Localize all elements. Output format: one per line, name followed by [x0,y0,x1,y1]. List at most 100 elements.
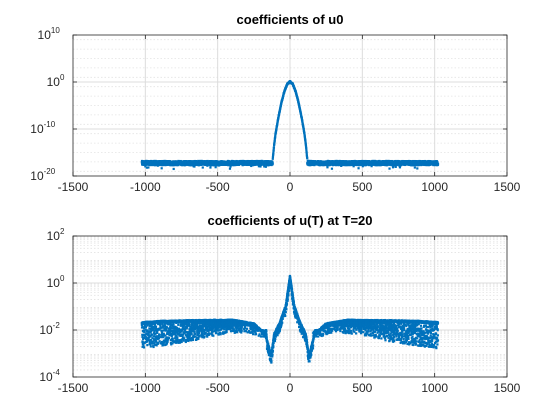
data-point [179,329,182,332]
data-point [264,165,267,168]
data-point [199,328,202,331]
data-point [222,325,225,328]
data-point [281,96,285,99]
data-point [213,329,216,333]
chart-1: coefficients of u0 -1500 -1000 -500 0 500 100… [30,12,520,194]
data-point [305,150,308,153]
data-point [142,326,145,330]
data-point [172,323,175,326]
data-point [144,326,148,329]
data-point [165,322,168,325]
data-point [230,329,233,333]
data-point [359,163,362,167]
data-point [244,330,248,333]
data-point [150,327,153,330]
data-point [228,167,232,170]
data-point [176,338,179,342]
data-point [193,165,196,168]
data-point [305,151,308,154]
data-point [172,330,175,333]
data-point [297,99,300,102]
data-point [182,324,186,327]
data-point [197,328,200,331]
data-point [201,332,204,335]
data-point [211,327,214,331]
data-point [175,341,178,344]
data-point [221,322,224,325]
data-point [175,321,178,324]
data-point [164,334,167,337]
data-point [144,324,147,327]
data-point [231,325,234,328]
data-point [229,325,233,328]
data-point [162,329,165,332]
data-point [304,141,307,145]
data-point [370,165,373,168]
data-point [181,322,185,325]
data-point [211,333,214,336]
data-point [263,165,266,168]
data-point [214,332,218,335]
data-point [214,324,217,327]
data-point [205,334,208,337]
data-point [174,332,177,336]
data-point [271,157,274,160]
data-point [180,340,183,344]
data-point [143,330,146,333]
data-point [165,329,168,332]
data-point [244,163,247,166]
data-point [192,328,195,331]
data-point [243,160,246,163]
data-point [388,167,391,170]
data-point [204,331,207,334]
data-point [186,339,189,342]
data-point [224,331,227,334]
data-point [201,326,204,330]
data-point [145,333,148,336]
data-point [277,113,281,116]
data-point [206,335,209,338]
data-point [145,339,149,342]
data-point [235,327,238,331]
data-point [302,128,305,131]
data-point [161,323,164,326]
data-point [218,326,221,329]
series-points [140,80,440,171]
data-point [147,332,150,335]
data-point [158,333,161,336]
data-point [144,165,147,168]
data-point [184,333,187,337]
data-point [225,328,229,331]
data-point [201,166,204,169]
data-point [190,323,194,327]
data-point [352,165,355,168]
x-tick-label: 1000 [421,180,448,194]
data-point [149,338,152,342]
data-point [170,323,173,326]
data-point [141,335,144,339]
data-point [169,332,173,335]
data-point [184,340,187,344]
data-point [184,338,188,341]
data-point [272,151,275,155]
data-point [272,153,275,156]
data-point [274,135,277,138]
data-point [392,165,395,168]
data-point [146,343,149,347]
data-point [299,111,302,114]
data-point [200,330,203,333]
data-point [304,140,307,143]
data-point [181,333,185,336]
data-point [168,328,172,332]
data-point [153,329,156,332]
data-point [184,329,187,332]
data-point [223,328,226,331]
data-point [145,166,149,169]
data-point [204,322,207,325]
data-point [254,163,257,166]
data-point [212,334,215,337]
data-point [150,328,153,332]
data-point [206,333,209,336]
data-point [170,343,173,346]
data-point [153,338,156,341]
